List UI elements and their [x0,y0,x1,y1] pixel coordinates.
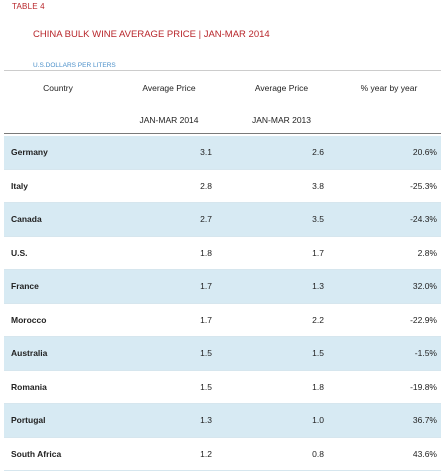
yoy-change-cell: 36.7% [337,404,437,437]
price-2013-cell: 1.7 [226,237,324,270]
price-2014-cell: 1.5 [112,337,212,370]
price-2014-cell: 2.8 [112,170,212,203]
table-body: Germany 3.1 2.6 20.6% Italy 2.8 3.8 -25.… [4,136,441,471]
price-2014-cell: 1.7 [112,304,212,337]
country-cell: Romania [11,371,121,404]
yoy-change-cell: 2.8% [337,237,437,270]
header-period-2013: JAN-MAR 2013 [226,115,337,125]
price-2014-cell: 1.7 [112,270,212,303]
yoy-change-cell: -24.3% [337,203,437,236]
price-2013-cell: 3.8 [226,170,324,203]
table-row: Italy 2.8 3.8 -25.3% [4,170,441,204]
country-cell: France [11,270,121,303]
price-2014-cell: 2.7 [112,203,212,236]
table-row: U.S. 1.8 1.7 2.8% [4,237,441,271]
price-2014-cell: 1.3 [112,404,212,437]
yoy-change-cell: 20.6% [337,136,437,169]
price-2014-cell: 1.8 [112,237,212,270]
table-row: Portugal 1.3 1.0 36.7% [4,404,441,438]
price-2013-cell: 0.8 [226,438,324,471]
price-2013-cell: 3.5 [226,203,324,236]
yoy-change-cell: -19.8% [337,371,437,404]
yoy-change-cell: 32.0% [337,270,437,303]
header-period-2014: JAN-MAR 2014 [112,115,226,125]
header-average-price-2013: Average Price [226,83,337,93]
country-cell: Canada [11,203,121,236]
header-country: Country [4,83,112,93]
yoy-change-cell: -25.3% [337,170,437,203]
price-2014-cell: 1.2 [112,438,212,471]
price-2013-cell: 2.6 [226,136,324,169]
table-row: Germany 3.1 2.6 20.6% [4,136,441,170]
price-2013-cell: 2.2 [226,304,324,337]
country-cell: Portugal [11,404,121,437]
table-row: France 1.7 1.3 32.0% [4,270,441,304]
country-cell: Italy [11,170,121,203]
table-header: Country Average Price Average Price % ye… [4,71,441,134]
country-cell: Australia [11,337,121,370]
header-year-by-year: % year by year [337,83,441,93]
price-2013-cell: 1.0 [226,404,324,437]
country-cell: Morocco [11,304,121,337]
table-row: South Africa 1.2 0.8 43.6% [4,438,441,471]
yoy-change-cell: -22.9% [337,304,437,337]
price-2014-cell: 3.1 [112,136,212,169]
table-row: Australia 1.5 1.5 -1.5% [4,337,441,371]
country-cell: U.S. [11,237,121,270]
price-2013-cell: 1.8 [226,371,324,404]
table-row: Canada 2.7 3.5 -24.3% [4,203,441,237]
table-number-label: TABLE 4 [12,2,45,11]
price-2013-cell: 1.5 [226,337,324,370]
country-cell: Germany [11,136,121,169]
table-row: Morocco 1.7 2.2 -22.9% [4,304,441,338]
country-cell: South Africa [11,438,121,471]
yoy-change-cell: 43.6% [337,438,437,471]
table-row: Romania 1.5 1.8 -19.8% [4,371,441,405]
price-2014-cell: 1.5 [112,371,212,404]
table-title: CHINA BULK WINE AVERAGE PRICE | JAN-MAR … [33,29,270,40]
price-2013-cell: 1.3 [226,270,324,303]
yoy-change-cell: -1.5% [337,337,437,370]
header-average-price-2014: Average Price [112,83,226,93]
units-label: U.S.DOLLARS PER LITERS [33,62,116,69]
